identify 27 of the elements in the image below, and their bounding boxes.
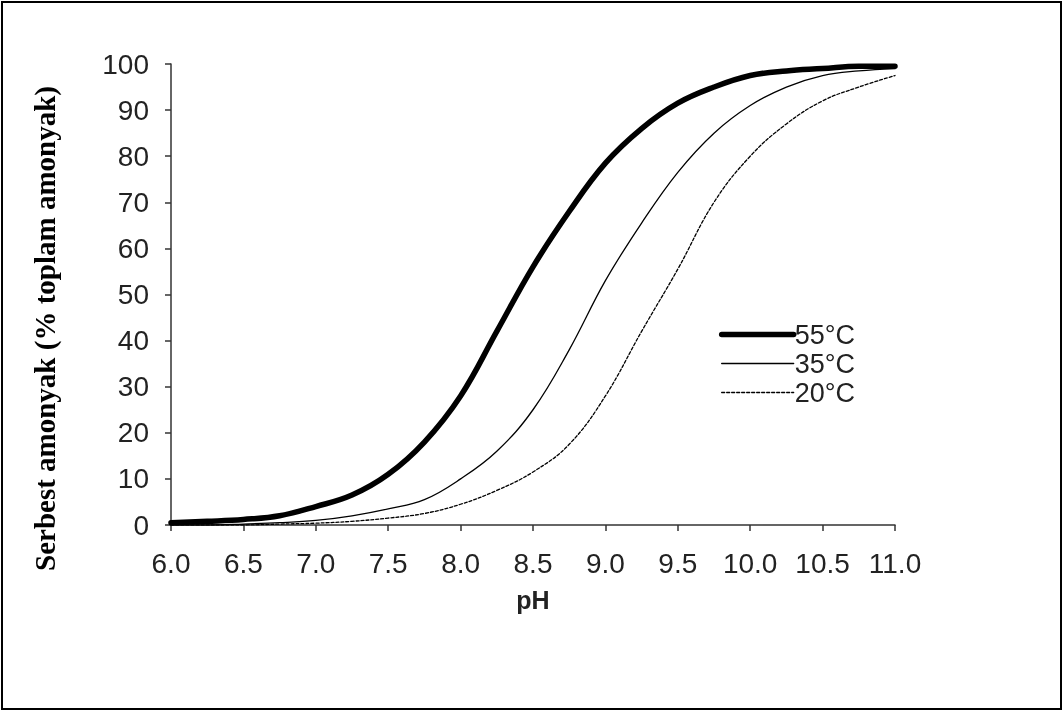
x-tick-label: 6.0 bbox=[151, 547, 191, 579]
x-axis-title: pH bbox=[516, 585, 550, 614]
x-tick-label: 10.0 bbox=[722, 547, 778, 579]
x-tick-label: 8.5 bbox=[513, 547, 553, 579]
y-tick-label: 0 bbox=[133, 509, 149, 541]
x-tick-label: 10.5 bbox=[795, 547, 850, 579]
y-tick-label: 60 bbox=[117, 232, 149, 264]
y-tick-label: 20 bbox=[117, 417, 149, 449]
x-tick-label: 9.0 bbox=[585, 547, 625, 579]
y-tick-label: 80 bbox=[117, 140, 149, 172]
x-tick-label: 7.0 bbox=[296, 547, 336, 579]
y-axis-title: Serbest amonyak (% toplam amonyak) bbox=[28, 86, 62, 571]
y-tick-label: 40 bbox=[117, 325, 149, 357]
y-tick-label: 10 bbox=[117, 463, 149, 495]
legend-label: 20°C bbox=[794, 377, 855, 408]
x-tick-label: 7.5 bbox=[368, 547, 408, 579]
y-tick-label: 100 bbox=[102, 48, 149, 80]
y-tick-label: 70 bbox=[117, 186, 149, 218]
y-tick-label: 30 bbox=[117, 371, 149, 403]
legend-label: 55°C bbox=[794, 319, 855, 350]
x-tick-label: 6.5 bbox=[223, 547, 263, 579]
x-tick-label: 9.5 bbox=[658, 547, 698, 579]
y-tick-label: 90 bbox=[117, 94, 149, 126]
y-tick-label: 50 bbox=[117, 279, 149, 310]
x-tick-label: 11.0 bbox=[868, 547, 922, 579]
legend-label: 35°C bbox=[794, 348, 855, 379]
x-tick-label: 8.0 bbox=[441, 547, 481, 579]
